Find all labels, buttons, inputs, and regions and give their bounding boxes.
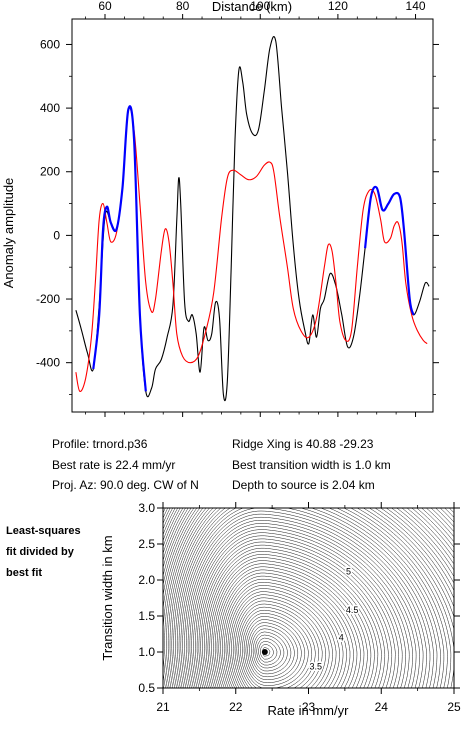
- bottom-x-tick-label: 25: [447, 700, 461, 714]
- info-ridge-xing: Ridge Xing is 40.88 -29.23: [232, 437, 374, 451]
- bottom-y-tick-label: 2.0: [138, 573, 155, 587]
- contour-lines: [163, 508, 454, 688]
- info-block: Profile: trnord.p36 Best rate is 22.4 mm…: [52, 437, 391, 492]
- top-x-tick-label: 120: [328, 0, 348, 13]
- contour-labels: 5 4.5 4 3.5: [308, 565, 360, 673]
- contour-label: 4.5: [346, 605, 359, 615]
- best-fit-point: [261, 649, 268, 655]
- info-depth: Depth to source is 2.04 km: [232, 478, 375, 492]
- bottom-x-tick-label: 21: [156, 700, 170, 714]
- misfit-title-line: fit divided by: [6, 546, 75, 558]
- fitted-window-line: [92, 105, 147, 392]
- top-y-tick-label: 400: [40, 101, 60, 115]
- bottom-y-tick-label: 1.5: [138, 609, 155, 623]
- top-y-tick-label: 200: [40, 165, 60, 179]
- observed-profile-line: [75, 36, 430, 402]
- misfit-title: Least-squares fit divided by best fit: [6, 525, 81, 579]
- top-x-axis-label: Distance (km): [212, 0, 292, 14]
- info-best-rate: Best rate is 22.4 mm/yr: [52, 458, 175, 472]
- info-profile: Profile: trnord.p36: [52, 437, 148, 451]
- bottom-x-axis-label: Rate in mm/yr: [268, 703, 350, 718]
- bottom-x-ticks: 21 22 23 24 25: [156, 502, 461, 714]
- top-x-tick-label: 80: [176, 0, 190, 13]
- contour-label: 4: [339, 633, 344, 643]
- misfit-title-line: best fit: [6, 567, 42, 579]
- bottom-y-tick-label: 0.5: [138, 681, 155, 695]
- top-x-ticks: 60 80 100 120 140: [85, 0, 426, 417]
- top-y-tick-label: -200: [36, 292, 60, 306]
- top-y-tick-label: -400: [36, 356, 60, 370]
- bottom-y-tick-label: 3.0: [138, 501, 155, 515]
- bottom-y-axis-label: Transition width in km: [100, 535, 115, 660]
- bottom-x-tick-label: 24: [375, 700, 389, 714]
- top-y-tick-label: 0: [53, 228, 60, 242]
- bottom-x-tick-label: 23: [302, 700, 316, 714]
- top-plot-frame: [71, 18, 434, 413]
- bottom-x-tick-label: 22: [229, 700, 243, 714]
- top-series-group: [75, 36, 430, 402]
- top-y-tick-label: 600: [40, 37, 60, 51]
- model-profile-line: [75, 107, 428, 392]
- top-x-tick-label: 100: [250, 0, 270, 13]
- misfit-title-line: Least-squares: [6, 525, 81, 537]
- top-x-tick-label: 140: [406, 0, 426, 13]
- contour-label: 5: [346, 566, 351, 576]
- top-x-tick-label: 60: [98, 0, 112, 13]
- info-proj-az: Proj. Az: 90.0 deg. CW of N: [52, 478, 199, 492]
- info-best-width: Best transition width is 1.0 km: [232, 458, 391, 472]
- contour-label: 3.5: [310, 661, 323, 671]
- fitted-window-line: [364, 185, 415, 316]
- anomaly-profile-chart: 60 80 100 120 140 -400 -200 0 200 400 600 Distanc…: [1, 0, 439, 417]
- bottom-y-tick-label: 2.5: [138, 537, 155, 551]
- misfit-contour-chart: Least-squares fit divided by best fit 21 22…: [6, 501, 461, 718]
- top-y-ticks: -400 -200 0 200 400 600: [36, 37, 439, 395]
- misfit-contour-path: [163, 508, 454, 688]
- bottom-y-tick-label: 1.0: [138, 645, 155, 659]
- top-y-axis-label: Anomaly amplitude: [1, 178, 16, 289]
- bottom-y-ticks: 0.5 1.0 1.5 2.0 2.5 3.0: [138, 501, 460, 695]
